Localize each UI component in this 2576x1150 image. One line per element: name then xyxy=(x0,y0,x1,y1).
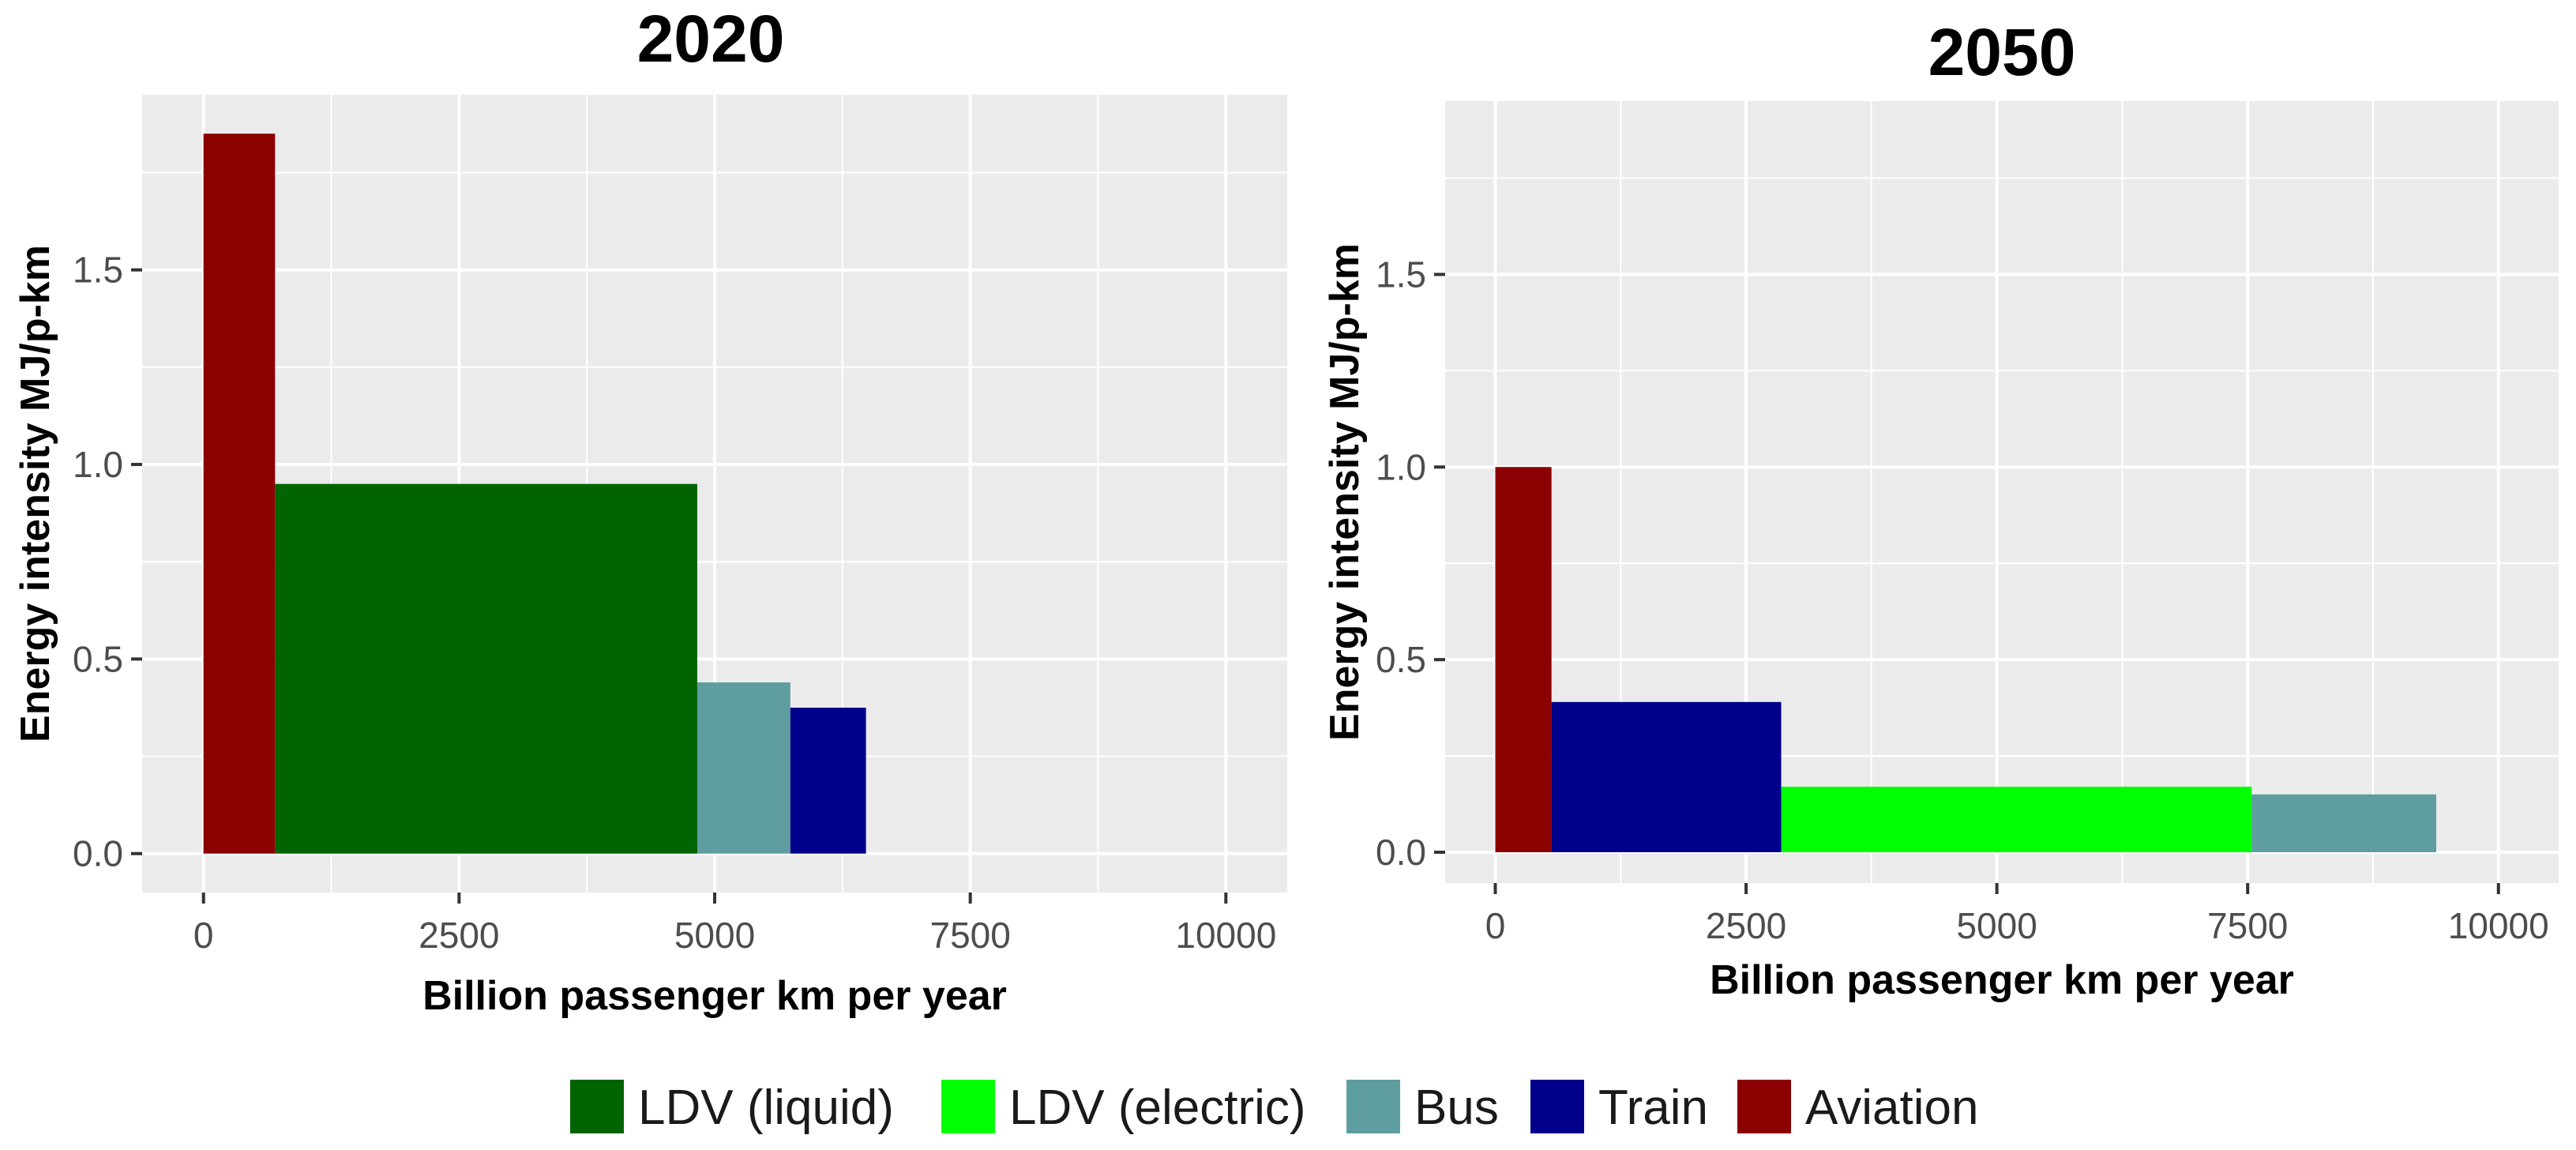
legend-swatch xyxy=(941,1080,995,1133)
x-tick-label: 0 xyxy=(193,915,214,956)
bar-train xyxy=(790,707,866,854)
x-tick-label: 2500 xyxy=(419,915,499,956)
y-axis-label: Energy intensity MJ/p-km xyxy=(1322,243,1368,741)
y-tick-label: 0.5 xyxy=(1376,639,1426,680)
legend-label: LDV (liquid) xyxy=(638,1080,894,1135)
x-tick-label: 0 xyxy=(1485,905,1506,946)
bar-ldv-liquid xyxy=(275,483,697,854)
y-tick-label: 0.5 xyxy=(73,638,123,679)
legend-label: LDV (electric) xyxy=(1009,1080,1306,1135)
y-tick-label: 1.5 xyxy=(73,250,123,291)
legend-swatch xyxy=(570,1080,624,1133)
y-tick-label: 0.0 xyxy=(1376,832,1426,873)
chart-title: 2050 xyxy=(1928,15,2076,89)
legend-item: LDV (electric) xyxy=(941,1080,1306,1135)
y-axis-label: Energy intensity MJ/p-km xyxy=(13,245,58,742)
x-tick-label: 5000 xyxy=(1956,905,2037,946)
x-tick-label: 5000 xyxy=(674,915,755,956)
x-tick-label: 10000 xyxy=(1175,915,1276,956)
bar-aviation xyxy=(1495,467,1552,852)
x-tick-label: 10000 xyxy=(2448,905,2549,946)
legend-item: Aviation xyxy=(1737,1080,1978,1135)
legend-swatch xyxy=(1530,1080,1584,1133)
x-axis-label: Billion passenger km per year xyxy=(422,973,1007,1019)
x-axis-label: Billion passenger km per year xyxy=(1710,957,2294,1003)
bar-aviation xyxy=(203,133,276,854)
legend-label: Aviation xyxy=(1805,1080,1978,1135)
chart-title: 2020 xyxy=(637,2,785,76)
chart-panel-2050: 0 2500 5000 7500 10000 0.0 0.5 1.0 1.5 2050 Billio… xyxy=(1322,15,2559,1003)
x-tick-label: 7500 xyxy=(929,915,1010,956)
legend-item: Bus xyxy=(1346,1080,1499,1135)
bar-train xyxy=(1551,701,1782,852)
legend-label: Bus xyxy=(1414,1080,1499,1135)
y-tick-label: 1.0 xyxy=(73,444,123,485)
bar-bus xyxy=(2251,794,2437,852)
bar-bus xyxy=(697,682,790,854)
legend-swatch xyxy=(1346,1080,1400,1133)
y-tick-label: 0.0 xyxy=(73,833,123,874)
x-tick-label: 2500 xyxy=(1706,905,1786,946)
y-tick-label: 1.0 xyxy=(1376,446,1426,487)
y-tick-label: 1.5 xyxy=(1376,254,1426,295)
legend-swatch xyxy=(1737,1080,1791,1133)
legend: LDV (liquid) LDV (electric) Bus Train Aviati… xyxy=(570,1080,1978,1135)
bar-ldv-electric xyxy=(1781,787,2252,852)
legend-item: Train xyxy=(1530,1080,1708,1135)
legend-item: LDV (liquid) xyxy=(570,1080,894,1135)
x-tick-label: 7500 xyxy=(2207,905,2288,946)
chart-panel-2020: 0 2500 5000 7500 10000 0.0 0.5 1.0 1.5 2020 Billio… xyxy=(13,2,1287,1019)
legend-label: Train xyxy=(1598,1080,1708,1135)
